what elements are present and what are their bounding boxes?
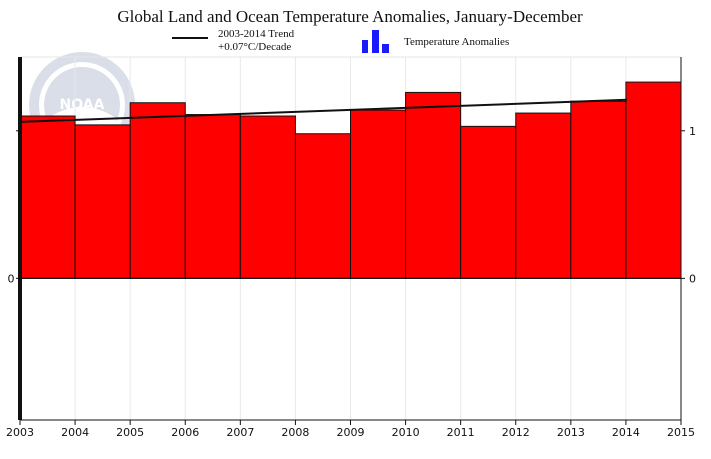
bar-2005 <box>129 102 186 279</box>
legend-bars-label: Temperature Anomalies <box>404 36 509 48</box>
x-tick-label-2003: 2003 <box>6 426 34 439</box>
bars <box>19 81 682 279</box>
y-tick-label-right-0: 0 <box>689 272 696 285</box>
x-tick-label-2010: 2010 <box>392 426 420 439</box>
x-tick-label-2007: 2007 <box>226 426 254 439</box>
bar-2014 <box>625 81 682 279</box>
bar-2011 <box>460 125 517 279</box>
bar-2008 <box>294 133 351 279</box>
bar-2004 <box>74 124 131 279</box>
x-tick-label-2005: 2005 <box>116 426 144 439</box>
bar-2003 <box>19 115 76 279</box>
y-tick-label-left-0: 0 <box>8 272 15 285</box>
bar-2007 <box>239 115 296 279</box>
noaa-logo-text: NOAA <box>60 97 105 113</box>
x-tick-label-2006: 2006 <box>171 426 199 439</box>
chart-title: Global Land and Ocean Temperature Anomal… <box>117 7 583 26</box>
x-tick-label-2012: 2012 <box>502 426 530 439</box>
bar-2012 <box>515 112 572 279</box>
legend-bars-icon <box>362 30 389 53</box>
x-tick-label-2015: 2015 <box>667 426 695 439</box>
bar-2010 <box>405 91 462 279</box>
axis-ticks: 2003 2004 2005 2006 2007 2008 2009 2010 2011 2012… <box>6 125 696 439</box>
legend-trend-label-line2: +0.07°C/Decade <box>218 41 291 53</box>
x-tick-label-2008: 2008 <box>281 426 309 439</box>
x-tick-label-2004: 2004 <box>61 426 89 439</box>
trend-line <box>19 98 628 123</box>
bar-2006 <box>184 114 241 279</box>
legend: 2003-2014 Trend +0.07°C/Decade Temperatu… <box>172 28 509 53</box>
y-tick-label-right-1: 1 <box>689 125 696 138</box>
bar-2013 <box>570 100 627 279</box>
legend-trend-label-line1: 2003-2014 Trend <box>218 28 295 40</box>
x-tick-label-2011: 2011 <box>447 426 475 439</box>
bar-2009 <box>350 109 407 279</box>
x-tick-label-2014: 2014 <box>612 426 640 439</box>
x-tick-label-2009: 2009 <box>337 426 365 439</box>
x-tick-label-2013: 2013 <box>557 426 585 439</box>
